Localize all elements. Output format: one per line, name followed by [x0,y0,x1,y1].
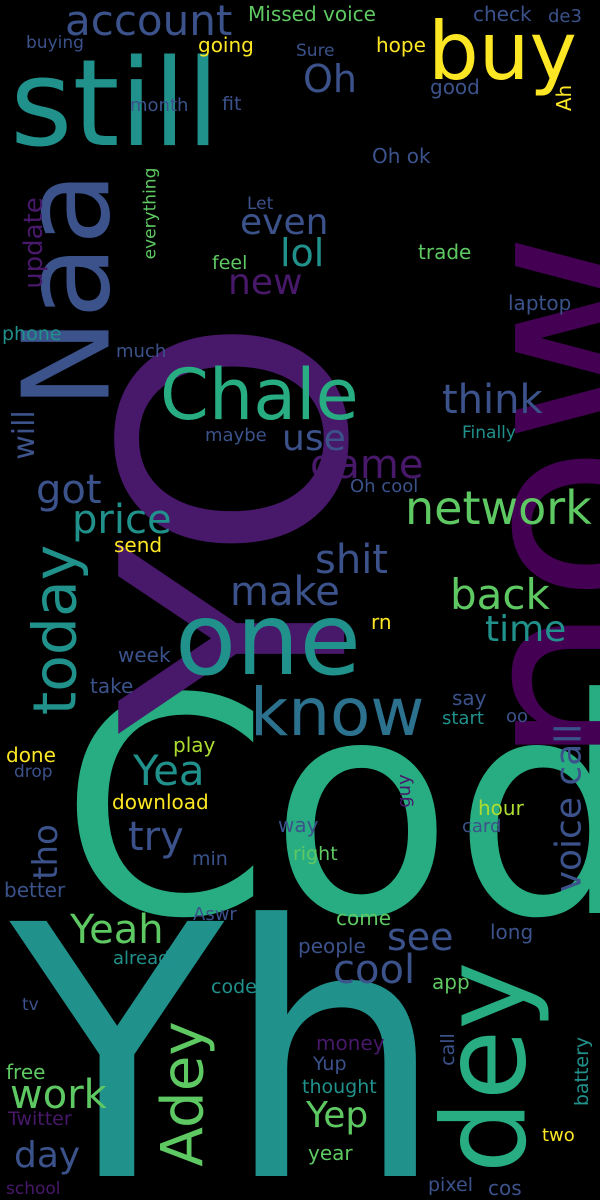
word-back: back [450,570,550,619]
word-chale: Chale [160,354,359,436]
word-everything: everything [140,167,161,260]
word-thought: thought [302,1076,377,1098]
word-week: week [118,643,171,667]
word-new: new [228,262,303,303]
word-better: better [4,878,66,902]
word-buy: buy [428,5,577,98]
word-missed-voice: Missed voice [248,2,376,26]
word-school: school [6,1179,61,1199]
word-take: take [90,674,134,698]
word-will: will [6,410,42,460]
word-shit: shit [315,537,388,583]
word-way: way [278,813,319,837]
word-oo: oo [506,706,529,727]
word-money: money [316,1031,385,1055]
word-think: think [442,377,543,423]
word-download: download [112,790,209,814]
word-month: month [130,95,189,116]
word-start: start [442,708,484,729]
word-update: update [18,197,49,289]
word-oh-cool: Oh cool [350,476,419,497]
word-guy: guy [393,774,415,808]
word-check: check [473,2,532,26]
word-try: try [128,814,184,860]
word-cos: cos [488,1176,522,1200]
word-use: use [282,418,346,459]
word-right: right [293,843,338,865]
word-still: still [10,35,220,174]
word-adey: Adey [148,1021,217,1167]
word-oh: Oh [303,57,357,101]
word-oh-ok: Oh ok [372,144,431,168]
word-people: people [298,934,366,958]
word-hope: hope [376,33,426,57]
word-got: got [36,467,102,513]
word-good: good [430,75,480,99]
word-maybe: maybe [205,425,267,446]
word-yep: Yep [306,1095,369,1136]
word-long: long [490,920,534,944]
word-two: two [542,1125,575,1146]
word-trade: trade [418,240,472,264]
word-yea: Yea [133,746,205,795]
word-much: much [116,341,167,362]
word-twitter: Twitter [8,1108,72,1130]
word-yup: Yup [313,1053,347,1075]
word-rn: rn [371,610,392,634]
word-sure: Sure [296,41,335,61]
word-let: Let [247,194,274,214]
word-make: make [230,569,340,615]
word-yh: Yh [10,851,446,1200]
word-come: come [336,906,392,930]
word-tv: tv [22,995,39,1015]
word-cool: cool [333,947,416,993]
word-cod: Cod [60,635,600,984]
word-day: day [14,1135,81,1176]
word-ah: Ah [552,84,577,112]
word-year: year [308,1141,353,1165]
word-see: see [387,915,454,959]
word-even: even [240,202,329,243]
word-hour: hour [478,796,524,820]
word-feel: feel [212,252,248,274]
word-free: free [6,1060,46,1084]
word-one: one [175,581,362,698]
word-card: card [462,816,502,837]
word-pixel: pixel [428,1174,473,1196]
word-game: game [310,442,424,488]
word-app: app [432,970,470,994]
word-de3: de3 [548,6,582,27]
word-finally: Finally [462,423,516,443]
word-call: call [436,1033,459,1066]
word-laptop: laptop [508,291,572,315]
word-code: code [211,976,257,998]
word-already: already [113,948,181,969]
word-tho: tho [25,824,66,880]
word-done: done [6,743,56,767]
word-battery: battery [571,1036,594,1107]
word-going: going [198,33,254,57]
word-min: min [192,848,228,870]
word-account: account [65,0,233,45]
word-lol: lol [280,231,325,275]
word-work: work [10,1072,107,1118]
word-send: send [114,533,163,557]
word-aswr: Aswr [193,904,237,925]
word-yeah: Yeah [70,907,164,953]
word-drop: drop [14,762,53,782]
word-price: price [72,497,172,543]
word-network: network [405,481,592,535]
word-buying: buying [26,33,84,53]
word-fit: fit [222,93,242,115]
word-say: say [452,686,487,710]
word-phone: phone [2,323,62,345]
word-time: time [485,609,567,650]
word-know: know [250,674,425,751]
word-play: play [173,733,216,757]
